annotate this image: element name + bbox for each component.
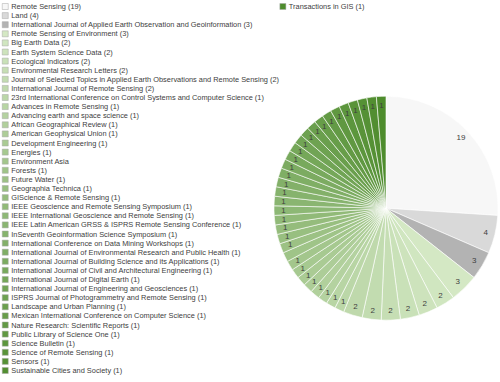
- svg-text:InSeventh Geoinformation Scien: InSeventh Geoinformation Science Symposi…: [11, 230, 177, 239]
- svg-text:Land (4): Land (4): [11, 11, 39, 20]
- svg-text:1: 1: [290, 163, 295, 172]
- svg-text:Earth System Science Data (2): Earth System Science Data (2): [11, 48, 112, 57]
- svg-text:1: 1: [293, 154, 298, 164]
- svg-text:1: 1: [319, 283, 324, 292]
- svg-text:2: 2: [353, 302, 358, 311]
- svg-text:1: 1: [303, 140, 308, 149]
- svg-text:International Journal of Civil: International Journal of Civil and Archi…: [11, 266, 212, 275]
- svg-text:1: 1: [282, 215, 287, 224]
- svg-text:Advancing earth and space scie: Advancing earth and space science (1): [11, 111, 139, 120]
- svg-text:1: 1: [371, 102, 376, 111]
- svg-text:2: 2: [371, 306, 376, 315]
- svg-text:1: 1: [281, 197, 286, 206]
- svg-text:International Conference on Da: International Conference on Data Mining …: [11, 239, 194, 248]
- svg-text:Big Earth Data (2): Big Earth Data (2): [11, 38, 70, 47]
- svg-text:International Journal of Build: International Journal of Building Scienc…: [11, 257, 219, 266]
- svg-text:3: 3: [456, 277, 461, 286]
- svg-text:2: 2: [388, 306, 393, 315]
- svg-text:1: 1: [379, 101, 384, 110]
- svg-text:1: 1: [283, 223, 288, 232]
- svg-text:1: 1: [306, 271, 311, 280]
- svg-text:2: 2: [423, 299, 428, 308]
- svg-text:19: 19: [456, 133, 465, 142]
- svg-text:IEEE International Geoscience: IEEE International Geoscience and Remote…: [11, 211, 194, 220]
- svg-text:1: 1: [326, 288, 331, 297]
- svg-text:GIScience & Remote Sensing (1): GIScience & Remote Sensing (1): [11, 193, 120, 202]
- svg-text:1: 1: [288, 240, 293, 249]
- svg-text:Advances in Remote Sensing (1): Advances in Remote Sensing (1): [11, 102, 119, 111]
- svg-text:IEEE Geoscience and Remote Sen: IEEE Geoscience and Remote Sensing Sympo…: [11, 202, 192, 211]
- svg-text:Landscape and Urban Planning (: Landscape and Urban Planning (1): [11, 302, 126, 311]
- svg-text:Environmental Research Letters: Environmental Research Letters (2): [11, 66, 128, 75]
- svg-text:Environment Asia: Environment Asia: [11, 157, 69, 166]
- svg-text:Science of Remote Sensing (1): Science of Remote Sensing (1): [11, 348, 113, 357]
- svg-text:International Journal of Engin: International Journal of Engineering and…: [11, 284, 198, 293]
- svg-text:Sensors (1): Sensors (1): [11, 357, 49, 366]
- svg-text:3: 3: [472, 256, 477, 265]
- svg-text:1: 1: [353, 106, 358, 115]
- svg-text:Remote Sensing (19): Remote Sensing (19): [11, 2, 81, 11]
- svg-text:1: 1: [286, 171, 291, 180]
- svg-text:American Geophysical Union (1): American Geophysical Union (1): [11, 129, 117, 138]
- svg-text:1: 1: [333, 293, 338, 302]
- svg-text:1: 1: [309, 133, 314, 142]
- svg-text:1: 1: [341, 297, 346, 306]
- svg-text:International Journal of Appli: International Journal of Applied Earth O…: [11, 20, 252, 29]
- svg-text:Geographia Technica (1): Geographia Technica (1): [11, 184, 92, 193]
- svg-text:Ecological Indicators (2): Ecological Indicators (2): [11, 57, 90, 66]
- svg-text:African Geographical Review (1: African Geographical Review (1): [11, 120, 117, 129]
- svg-text:Remote Sensing of Environment: Remote Sensing of Environment (3): [11, 29, 129, 38]
- svg-text:1: 1: [312, 277, 317, 286]
- svg-text:Public Library of Science One: Public Library of Science One (1): [11, 330, 119, 339]
- svg-text:1: 1: [285, 232, 290, 241]
- svg-text:1: 1: [315, 127, 320, 136]
- svg-text:Energies (1): Energies (1): [11, 148, 51, 157]
- svg-text:1: 1: [329, 117, 334, 126]
- svg-text:1: 1: [345, 109, 350, 118]
- svg-text:Future Water (1): Future Water (1): [11, 175, 65, 184]
- svg-text:Nature Research: Scientific Re: Nature Research: Scientific Reports (1): [11, 321, 140, 330]
- svg-text:23rd International Conference: 23rd International Conference on Control…: [11, 93, 264, 102]
- svg-text:Sustainable Cities and Society: Sustainable Cities and Society (1): [11, 366, 122, 375]
- svg-text:ISPRS Journal of Photogrammetr: ISPRS Journal of Photogrammetry and Remo…: [11, 293, 207, 302]
- svg-text:International Journal of Envir: International Journal of Environmental R…: [11, 248, 240, 257]
- svg-text:IEEE Latin American GRSS & ISP: IEEE Latin American GRSS & ISPRS Remote …: [11, 220, 241, 229]
- svg-text:1: 1: [284, 180, 289, 189]
- svg-text:1: 1: [322, 122, 327, 131]
- svg-text:1: 1: [337, 112, 342, 121]
- svg-text:International Journal of Digit: International Journal of Digital Earth (…: [11, 275, 140, 284]
- svg-text:4: 4: [484, 228, 489, 237]
- svg-text:1: 1: [362, 103, 367, 112]
- svg-text:2: 2: [406, 304, 411, 313]
- svg-text:Science Bulletin (1): Science Bulletin (1): [11, 339, 75, 348]
- svg-text:1: 1: [282, 188, 287, 197]
- svg-text:Development Engineering (1): Development Engineering (1): [11, 139, 107, 148]
- svg-text:1: 1: [297, 147, 303, 157]
- svg-text:1: 1: [281, 206, 286, 215]
- svg-text:1: 1: [300, 264, 305, 273]
- svg-text:Mexican International Conferen: Mexican International Conference on Comp…: [11, 311, 206, 320]
- svg-text:1: 1: [296, 256, 301, 265]
- svg-text:International Journal of Remot: International Journal of Remote Sensing …: [11, 84, 154, 93]
- svg-text:2: 2: [438, 291, 443, 300]
- svg-text:Forests (1): Forests (1): [11, 166, 47, 175]
- svg-text:Journal of Selected Topics in: Journal of Selected Topics in Applied Ea…: [11, 75, 279, 84]
- svg-text:Transactions in GIS (1): Transactions in GIS (1): [289, 2, 365, 11]
